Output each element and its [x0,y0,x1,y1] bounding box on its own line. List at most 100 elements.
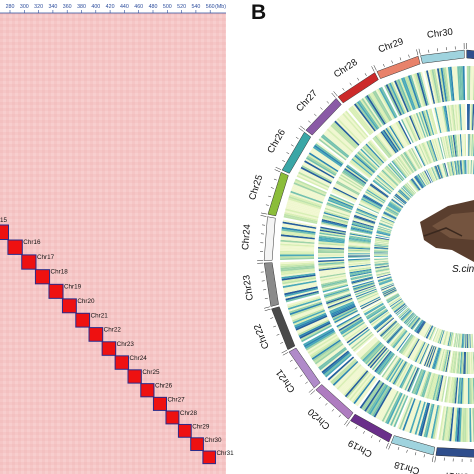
density-stripe [463,160,465,175]
density-stripe [413,341,425,362]
density-stripe [388,393,405,426]
density-stripe [386,293,399,302]
density-stripe [322,284,349,293]
density-stripe [336,180,360,195]
density-stripe [426,325,434,339]
density-stripe [319,270,346,276]
density-stripe [421,142,432,164]
density-stripe [415,320,424,333]
ideogram-tick [326,101,330,104]
density-stripe [430,327,437,341]
density-stripe [324,289,350,299]
density-stripe [388,163,404,181]
density-stripe [390,359,405,383]
density-stripe [464,333,466,348]
density-stripe [369,347,388,369]
density-stripe [287,298,321,310]
density-stripe [438,406,446,440]
density-stripe [380,282,394,289]
density-stripe [459,160,462,175]
density-stripe [343,322,366,339]
density-stripe [394,194,407,204]
density-stripe [391,160,407,179]
density-stripe [378,319,396,335]
density-stripe [418,402,429,436]
density-stripe [367,307,387,321]
density-stripe [454,160,458,175]
hic-block [140,383,155,398]
density-stripe [318,245,345,249]
density-stripe [353,215,376,224]
density-stripe [415,370,426,396]
density-stripe [438,68,446,102]
density-stripe [322,217,348,226]
density-stripe [411,147,423,168]
density-stripe [349,373,372,401]
density-stripe [407,149,420,170]
density-stripe [332,307,357,321]
density-stripe [318,260,345,264]
hic-chromosome-label: Chr17 [37,254,55,261]
density-stripe [361,340,381,361]
density-stripe [362,301,383,313]
density-stripe [468,333,470,348]
panel-b-letter: B [251,1,266,24]
density-stripe [451,104,456,131]
density-stripe [464,407,467,442]
density-stripe [363,193,384,206]
density-stripe [407,399,420,433]
density-stripe [280,239,315,244]
density-stripe [299,168,331,186]
density-stripe [348,243,371,247]
density-stripe [377,133,394,156]
density-stripe [382,214,396,222]
density-stripe [454,134,458,157]
ideogram-tick [264,306,270,309]
density-stripe [374,251,389,253]
density-stripe [283,215,318,225]
density-stripe [381,322,399,339]
density-stripe [447,332,452,346]
density-stripe [464,134,467,157]
density-stripe [361,98,382,128]
density-stripe [467,351,470,374]
density-stripe [286,203,320,214]
density-stripe [327,356,355,381]
hic-axis-tick-label: 380 [77,4,86,10]
density-stripe [423,324,431,338]
density-stripe [436,137,444,160]
density-stripe [378,132,395,155]
density-stripe [428,373,437,400]
hic-block [152,396,167,411]
density-stripe [374,178,392,194]
density-stripe [357,293,379,303]
density-stripe [390,124,405,148]
density-stripe [374,254,389,256]
density-stripe [373,350,391,372]
density-stripe [383,211,397,219]
density-stripe [402,77,416,110]
density-stripe [281,272,316,279]
density-stripe [398,189,410,201]
density-stripe [440,106,447,133]
density-stripe [335,119,361,145]
density-stripe [365,191,385,204]
density-stripe [368,186,388,200]
circos-chromosome-label: Chr30 [426,27,453,41]
density-stripe [323,287,349,296]
density-stripe [280,234,315,240]
ideogram-segment [390,435,436,456]
density-stripe [348,256,371,258]
density-stripe [466,351,468,374]
density-stripe [321,278,347,286]
hic-chromosome-blocks [0,224,216,465]
density-stripe [353,218,375,226]
density-stripe [395,305,408,316]
density-stripe [401,335,415,355]
density-stripe [366,142,386,163]
density-stripe [400,397,415,431]
density-stripe [351,105,374,134]
density-stripe [318,249,345,252]
density-stripe [426,141,435,163]
density-stripe [305,158,336,178]
